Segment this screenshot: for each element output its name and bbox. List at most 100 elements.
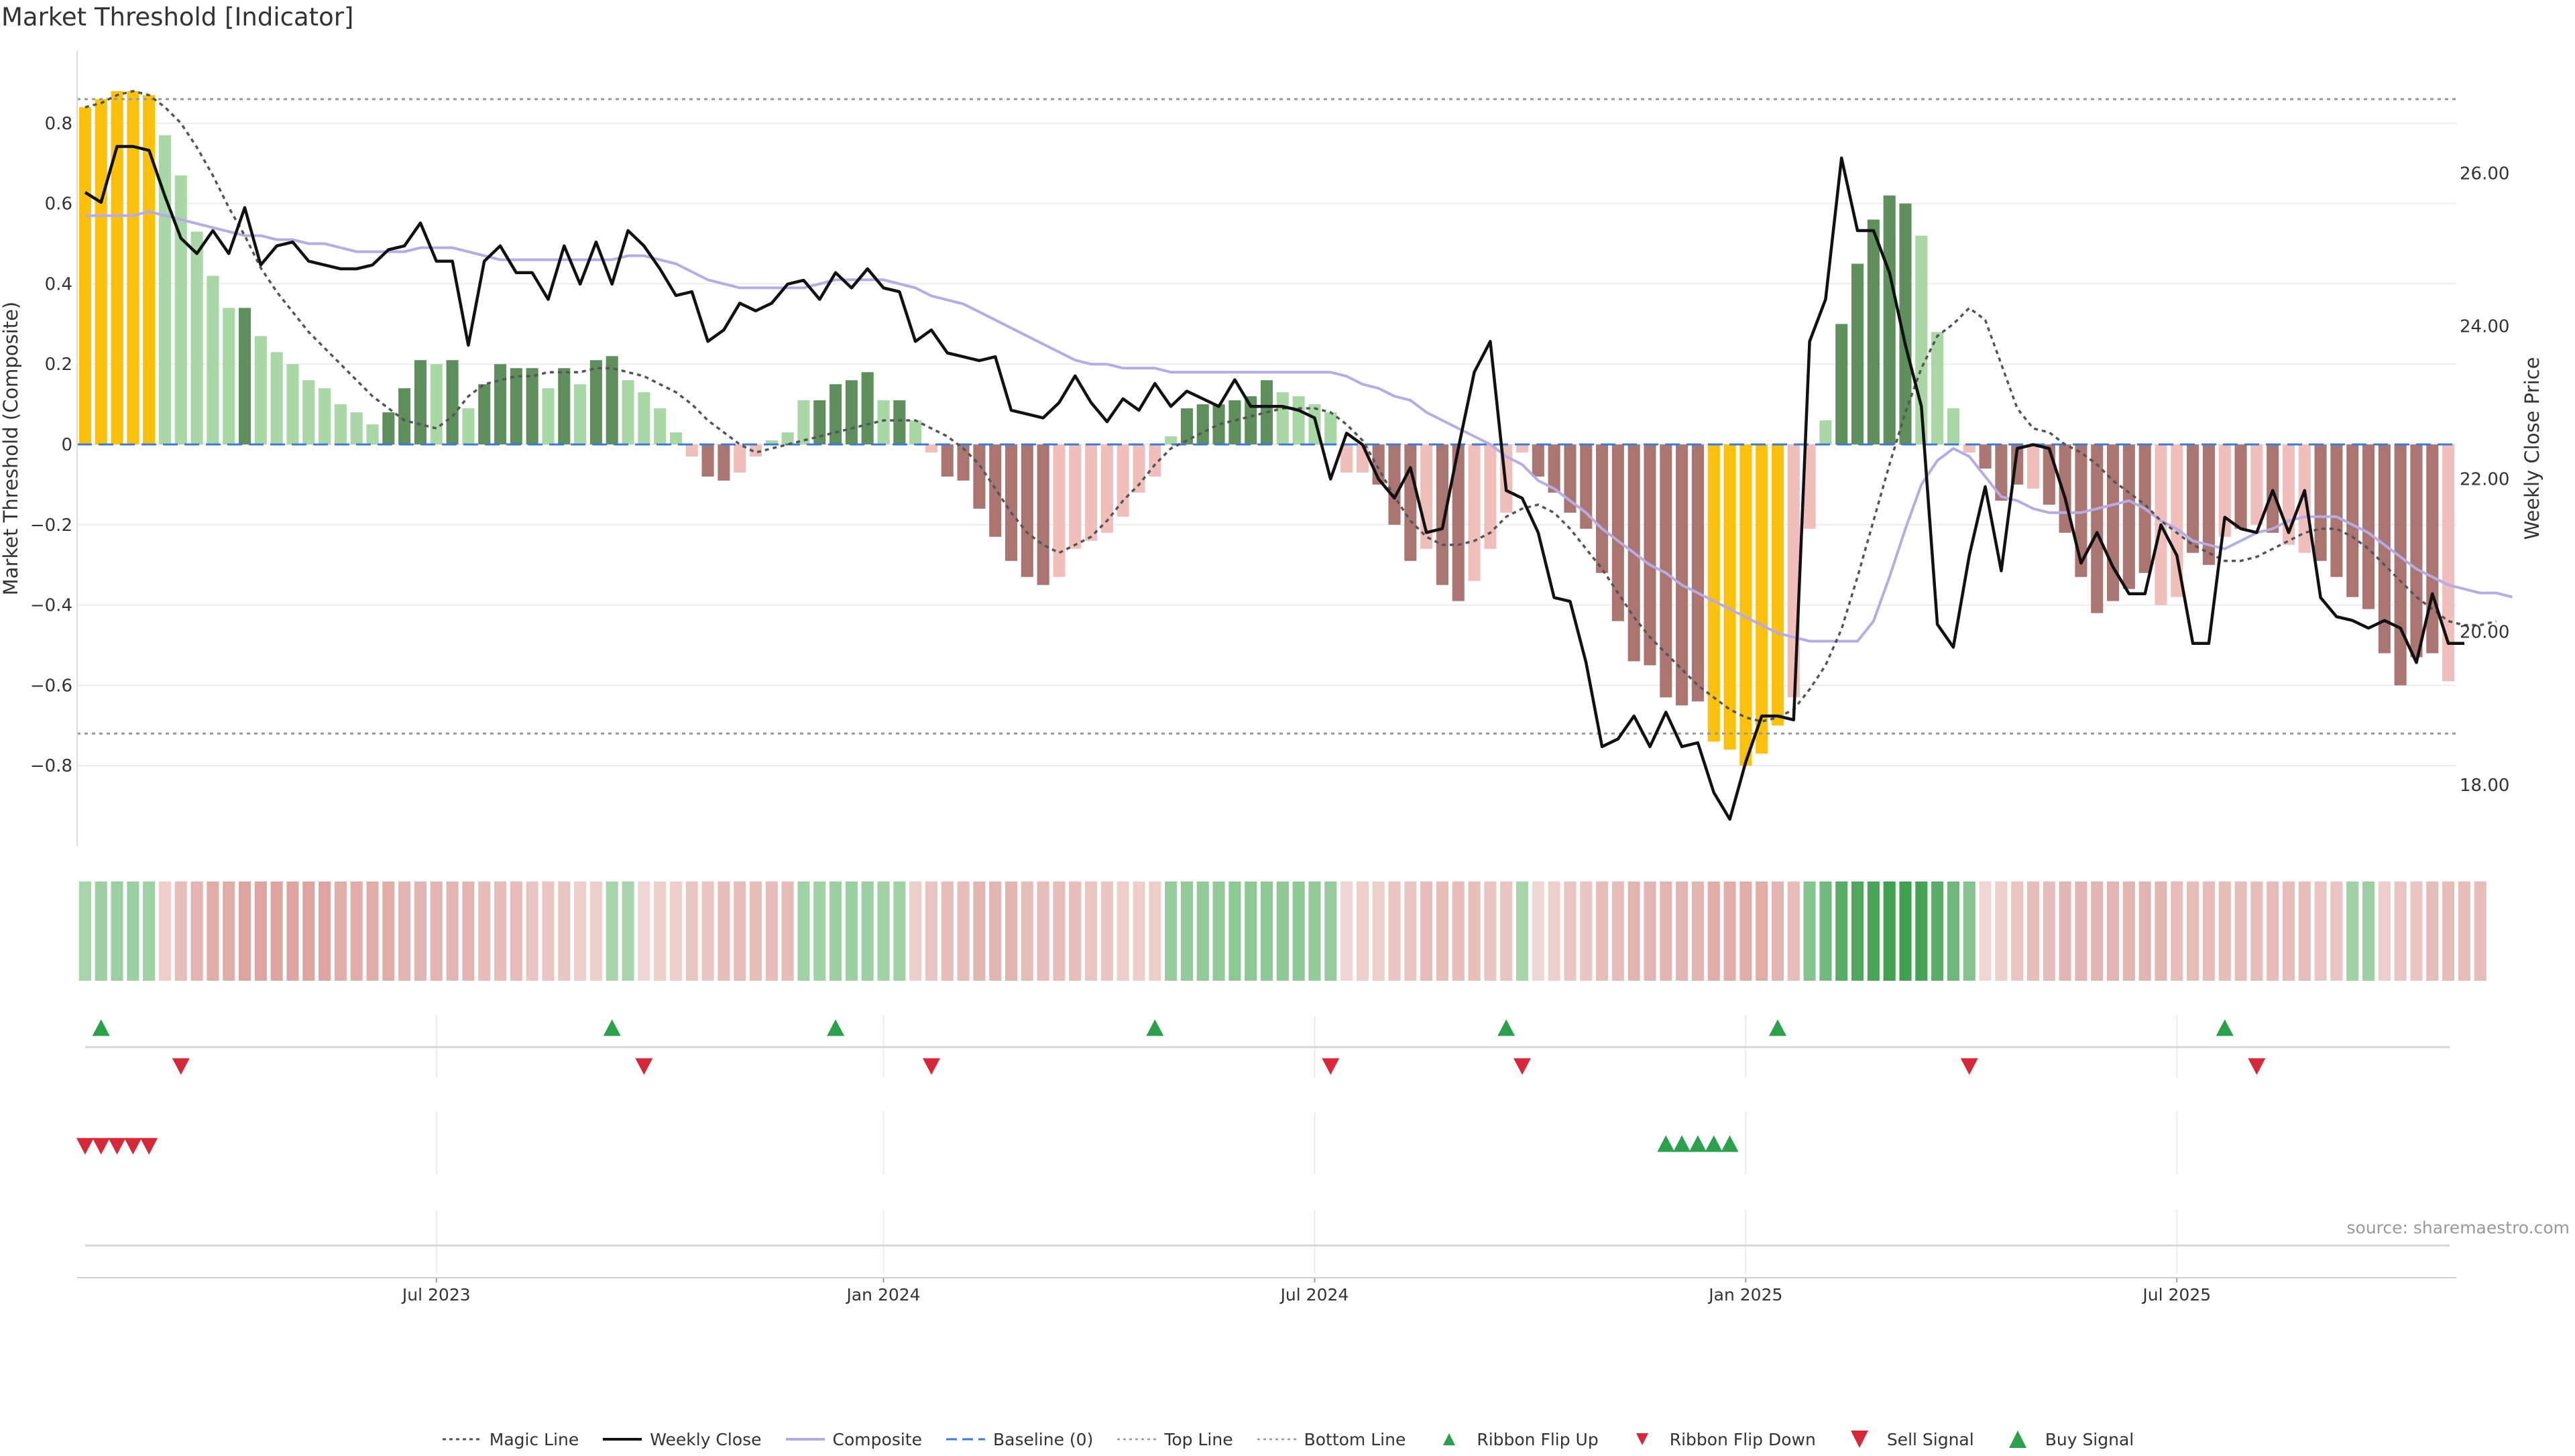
- heat-cell: [893, 882, 906, 981]
- sell-signal-marker: [92, 1138, 110, 1155]
- heat-cell: [1053, 882, 1066, 981]
- heat-cell: [909, 882, 922, 981]
- y-right-tick-label: 18.00: [2460, 776, 2509, 796]
- heat-cell: [781, 882, 794, 981]
- heat-cell: [957, 882, 970, 981]
- y-tick-label: −0.2: [30, 515, 72, 536]
- histogram-bar: [1228, 400, 1241, 445]
- heat-cell: [1021, 882, 1033, 981]
- heat-cell: [1500, 882, 1513, 981]
- heat-cell: [1515, 882, 1529, 981]
- histogram-bar: [1979, 444, 1992, 469]
- histogram-bar: [510, 368, 522, 445]
- heat-cell: [2474, 882, 2486, 981]
- heat-cell: [1627, 882, 1640, 981]
- heat-cell: [478, 882, 491, 981]
- heat-cell: [207, 882, 219, 981]
- histogram-bar: [2218, 444, 2231, 537]
- heat-cell: [1787, 882, 1800, 981]
- heat-cell: [765, 882, 778, 981]
- heat-cell: [2171, 882, 2183, 981]
- histogram-bar: [238, 308, 251, 445]
- heat-cell: [1069, 882, 1082, 981]
- histogram-bar: [654, 408, 667, 445]
- legend-item-magic: Magic Line: [441, 1429, 579, 1449]
- heat-cell: [302, 882, 315, 981]
- heat-cell: [2218, 882, 2231, 981]
- y-axis-title: Market Threshold (Composite): [0, 302, 22, 595]
- histogram-bar: [1548, 444, 1560, 493]
- legend-label: Magic Line: [489, 1429, 579, 1449]
- sell-signal-marker: [76, 1138, 94, 1155]
- histogram-bar: [1596, 444, 1609, 573]
- y-right-tick-label: 26.00: [2460, 164, 2509, 184]
- heat-cell: [2330, 882, 2343, 981]
- histogram-bar: [414, 360, 427, 445]
- heat-cell: [286, 882, 299, 981]
- ribbon-flip-down-marker: [635, 1058, 653, 1075]
- histogram-bar: [158, 135, 172, 445]
- histogram-bar: [398, 388, 411, 445]
- heat-cell: [1100, 882, 1113, 981]
- histogram-bar: [1899, 203, 1912, 445]
- y-right-tick-label: 20.00: [2460, 623, 2509, 643]
- histogram-bar: [1835, 324, 1848, 445]
- heat-cell: [1676, 882, 1689, 981]
- y-tick-label: 0.2: [45, 355, 72, 375]
- y-tick-label: −0.8: [30, 756, 72, 776]
- x-tick-label: Jul 2025: [2141, 1285, 2211, 1305]
- histogram-bar: [2171, 444, 2183, 597]
- heat-cell: [1660, 882, 1672, 981]
- y-right-tick-label: 22.00: [2460, 470, 2509, 490]
- chart-title: Market Threshold [Indicator]: [1, 3, 354, 32]
- heat-cell: [462, 882, 475, 981]
- heat-cell: [1452, 882, 1465, 981]
- heat-cell: [158, 882, 172, 981]
- histogram-bar: [286, 364, 299, 445]
- heat-cell: [2458, 882, 2470, 981]
- buy-signal-marker: [1689, 1135, 1707, 1152]
- heat-cell: [1723, 882, 1736, 981]
- heat-cell: [2043, 882, 2055, 981]
- heat-cell: [2202, 882, 2215, 981]
- heat-cell: [1436, 882, 1448, 981]
- histogram-bar: [127, 90, 139, 445]
- histogram-bar: [1133, 444, 1145, 493]
- histogram-bar: [1356, 444, 1369, 473]
- heat-cell: [2026, 882, 2040, 981]
- heat-cell: [174, 882, 187, 981]
- histogram-bar: [95, 99, 107, 445]
- heat-cell: [606, 882, 618, 981]
- heat-cell: [1260, 882, 1273, 981]
- heat-cell: [829, 882, 842, 981]
- histogram-bar: [526, 368, 538, 445]
- heat-cell: [2410, 882, 2423, 981]
- legend-label: Ribbon Flip Up: [1477, 1429, 1599, 1449]
- heat-cell: [1691, 882, 1704, 981]
- heat-cell: [1133, 882, 1145, 981]
- histogram-bar: [1165, 436, 1178, 445]
- histogram-bar: [223, 308, 235, 445]
- histogram-bar: [734, 444, 746, 473]
- histogram-bar: [2426, 444, 2439, 654]
- heat-cell: [382, 882, 395, 981]
- heat-cell: [1819, 882, 1832, 981]
- histogram-bar: [2410, 444, 2423, 658]
- heat-cell: [1372, 882, 1385, 981]
- heat-cell: [1915, 882, 1928, 981]
- ribbon-flip-up-marker: [1497, 1019, 1515, 1036]
- histogram-bar: [1676, 444, 1689, 706]
- heat-cell: [1245, 882, 1257, 981]
- histogram-bar: [1196, 404, 1209, 445]
- heat-cell: [2059, 882, 2071, 981]
- heat-cell: [718, 882, 730, 981]
- histogram-bar: [1819, 420, 1832, 445]
- histogram-bar: [877, 400, 890, 445]
- histogram-bar: [638, 392, 650, 445]
- histogram-bar: [302, 380, 315, 445]
- heat-cell: [254, 882, 267, 981]
- heat-cell: [1005, 882, 1018, 981]
- heat-cell: [654, 882, 667, 981]
- heat-cell: [542, 882, 555, 981]
